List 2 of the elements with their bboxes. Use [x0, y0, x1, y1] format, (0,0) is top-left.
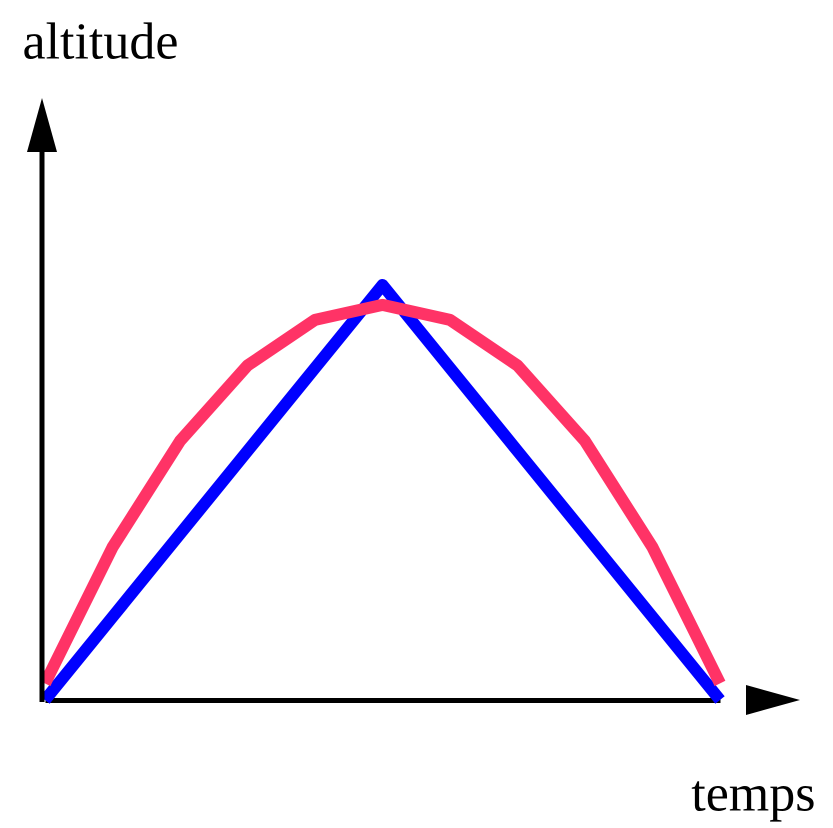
x-axis-title: temps	[691, 766, 816, 822]
y-axis-title: altitude	[22, 14, 178, 70]
